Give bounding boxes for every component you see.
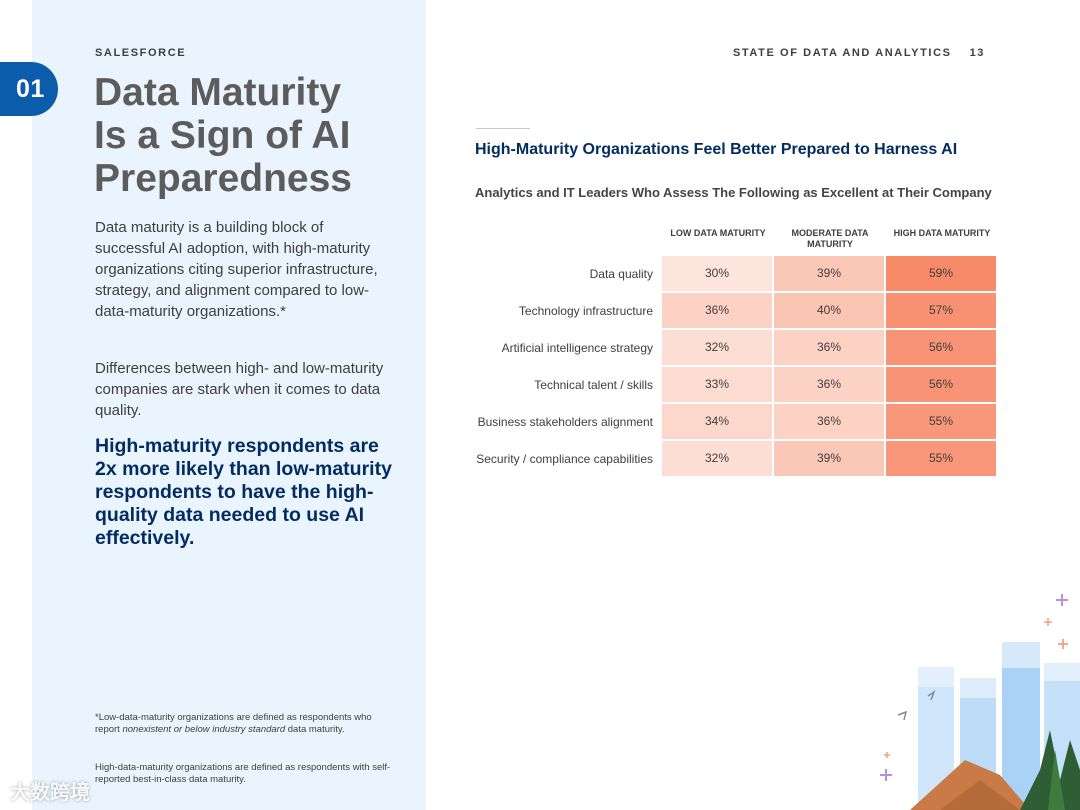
left-panel	[32, 0, 426, 810]
chart-title: High-Maturity Organizations Feel Better …	[475, 141, 958, 158]
value-cell: 57%	[886, 293, 996, 328]
value-cell: 36%	[774, 367, 884, 402]
report-title: STATE OF DATA AND ANALYTICS	[732, 47, 952, 59]
column-header: LOW DATA MATURITY	[670, 228, 766, 238]
column-header: MODERATE DATA MATURITY	[791, 228, 869, 249]
value-cell: 59%	[886, 256, 996, 291]
value-cell: 30%	[662, 256, 772, 291]
value-cell: 39%	[774, 256, 884, 291]
value-cell: 33%	[662, 367, 772, 402]
title-line: Preparedness	[94, 157, 352, 200]
chart-subtitle: Analytics and IT Leaders Who Assess The …	[475, 185, 992, 200]
row-label: Technology infrastructure	[518, 304, 653, 318]
row-label: Technical talent / skills	[534, 378, 653, 392]
value-cell: 36%	[774, 330, 884, 365]
value-cell: 56%	[886, 367, 996, 402]
footnote-high-maturity: High-data-maturity organizations are def…	[95, 762, 391, 785]
value-cell: 32%	[662, 330, 772, 365]
report-header: STATE OF DATA AND ANALYTICS 13	[733, 47, 985, 59]
skyline-illustration	[880, 594, 1080, 810]
intro-paragraph: Data maturity is a building block of suc…	[95, 219, 378, 320]
value-cell: 56%	[886, 330, 996, 365]
value-cell: 55%	[886, 404, 996, 439]
page-number: 13	[969, 47, 985, 59]
highlight-statement: High-maturity respondents are 2x more li…	[95, 435, 392, 549]
row-label: Data quality	[589, 267, 653, 281]
differences-paragraph: Differences between high- and low-maturi…	[95, 360, 384, 419]
title-line: Data Maturity	[94, 71, 342, 114]
value-cell: 40%	[774, 293, 884, 328]
row-label: Business stakeholders alignment	[477, 415, 653, 429]
value-cell: 36%	[774, 404, 884, 439]
value-cell: 36%	[662, 293, 772, 328]
divider	[476, 128, 530, 129]
row-label: Security / compliance capabilities	[476, 452, 653, 466]
chapter-badge: 01	[0, 62, 58, 116]
footnote-low-maturity: *Low-data-maturity organizations are def…	[95, 712, 372, 735]
page-title: Data Maturity Is a Sign of AI Preparedne…	[94, 71, 414, 200]
watermark-text: 大数跨境	[10, 782, 90, 804]
row-label: Artificial intelligence strategy	[501, 341, 653, 355]
column-header: HIGH DATA MATURITY	[893, 228, 991, 238]
value-cell: 32%	[662, 441, 772, 476]
value-cell: 39%	[774, 441, 884, 476]
brand-label: SALESFORCE	[95, 47, 187, 59]
value-cell: 34%	[662, 404, 772, 439]
value-cell: 55%	[886, 441, 996, 476]
title-line: Is a Sign of AI	[94, 114, 351, 157]
